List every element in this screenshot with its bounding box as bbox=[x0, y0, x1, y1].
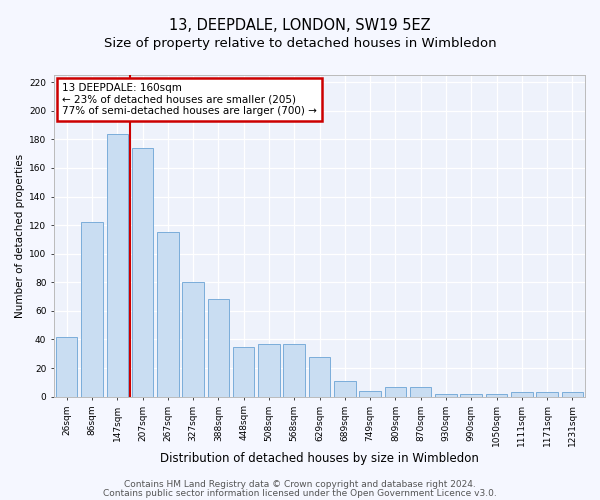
Text: Contains public sector information licensed under the Open Government Licence v3: Contains public sector information licen… bbox=[103, 489, 497, 498]
Bar bbox=[511, 392, 533, 396]
Text: 13, DEEPDALE, LONDON, SW19 5EZ: 13, DEEPDALE, LONDON, SW19 5EZ bbox=[169, 18, 431, 32]
Bar bbox=[81, 222, 103, 396]
Y-axis label: Number of detached properties: Number of detached properties bbox=[15, 154, 25, 318]
Bar bbox=[536, 392, 558, 396]
Text: 13 DEEPDALE: 160sqm
← 23% of detached houses are smaller (205)
77% of semi-detac: 13 DEEPDALE: 160sqm ← 23% of detached ho… bbox=[62, 83, 317, 116]
Bar bbox=[460, 394, 482, 396]
Bar bbox=[486, 394, 507, 396]
Bar bbox=[157, 232, 179, 396]
Bar bbox=[283, 344, 305, 397]
Bar bbox=[385, 386, 406, 396]
Bar bbox=[309, 356, 330, 397]
Text: Size of property relative to detached houses in Wimbledon: Size of property relative to detached ho… bbox=[104, 38, 496, 51]
X-axis label: Distribution of detached houses by size in Wimbledon: Distribution of detached houses by size … bbox=[160, 452, 479, 465]
Bar bbox=[107, 134, 128, 396]
Bar bbox=[334, 381, 356, 396]
Bar bbox=[233, 346, 254, 397]
Bar bbox=[132, 148, 153, 396]
Bar bbox=[435, 394, 457, 396]
Bar bbox=[359, 391, 381, 396]
Bar bbox=[258, 344, 280, 397]
Bar bbox=[182, 282, 204, 397]
Bar bbox=[562, 392, 583, 396]
Bar bbox=[56, 336, 77, 396]
Bar bbox=[410, 386, 431, 396]
Text: Contains HM Land Registry data © Crown copyright and database right 2024.: Contains HM Land Registry data © Crown c… bbox=[124, 480, 476, 489]
Bar bbox=[208, 300, 229, 396]
